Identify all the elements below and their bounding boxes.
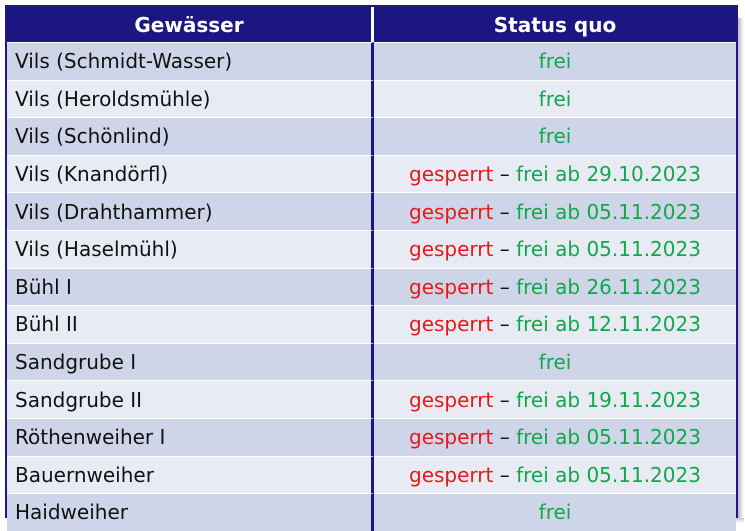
water-name-cell: Röthenweiher I: [7, 417, 374, 456]
water-name-cell: Sandgrube II: [7, 380, 374, 418]
table-row: Bühl II gesperrt – frei ab 12.11.2023: [7, 305, 736, 343]
status-cell: gesperrt – frei ab 12.11.2023: [374, 305, 736, 343]
status-closed-text: gesperrt: [409, 162, 494, 187]
status-open-text: frei ab 29.10.2023: [516, 162, 701, 187]
status-open-text: frei: [538, 49, 572, 74]
status-open-text: frei: [538, 86, 572, 111]
status-table: Gewässer Status quo Vils (Schmidt-Wasser…: [7, 7, 736, 531]
water-name-cell: Vils (Heroldsmühle): [7, 79, 374, 118]
water-name-cell: Vils (Schönlind): [7, 117, 374, 155]
status-separator: –: [493, 312, 517, 337]
water-name-cell: Bauernweiher: [7, 455, 374, 494]
status-cell: frei: [374, 342, 736, 381]
status-open-text: frei ab 26.11.2023: [516, 274, 701, 299]
table-row: Vils (Schönlind) frei: [7, 117, 736, 155]
status-closed-text: gesperrt: [409, 237, 494, 262]
status-separator: –: [493, 387, 517, 412]
water-name-cell: Vils (Haselmühl): [7, 229, 374, 268]
status-closed-text: gesperrt: [409, 312, 494, 337]
status-cell: gesperrt – frei ab 05.11.2023: [374, 455, 736, 494]
header-status: Status quo: [374, 7, 736, 42]
status-table-frame: Gewässer Status quo Vils (Schmidt-Wasser…: [5, 5, 738, 531]
table-row: Vils (Knandörfl) gesperrt – frei ab 29.10…: [7, 154, 736, 193]
table-row: Sandgrube II gesperrt – frei ab 19.11.202…: [7, 380, 736, 418]
water-name-cell: Bühl I: [7, 267, 374, 306]
table-row: Sandgrube I frei: [7, 342, 736, 381]
status-open-text: frei ab 05.11.2023: [516, 462, 701, 487]
status-separator: –: [493, 425, 517, 450]
status-open-text: frei ab 05.11.2023: [516, 199, 701, 224]
status-cell: gesperrt – frei ab 05.11.2023: [374, 229, 736, 268]
status-cell: gesperrt – frei ab 19.11.2023: [374, 380, 736, 418]
status-closed-text: gesperrt: [409, 387, 494, 412]
status-cell: gesperrt – frei ab 05.11.2023: [374, 417, 736, 456]
table-row: Vils (Haselmühl) gesperrt – frei ab 05.11…: [7, 229, 736, 268]
table-row: Vils (Drahthammer) gesperrt – frei ab 05.…: [7, 192, 736, 230]
status-cell: frei: [374, 42, 736, 80]
status-separator: –: [493, 162, 517, 187]
water-name-cell: Vils (Drahthammer): [7, 192, 374, 230]
water-name-cell: Sandgrube I: [7, 342, 374, 381]
status-cell: gesperrt – frei ab 05.11.2023: [374, 192, 736, 230]
status-open-text: frei ab 12.11.2023: [516, 312, 701, 337]
table-row: Vils (Schmidt-Wasser) frei: [7, 42, 736, 80]
table-row: Vils (Heroldsmühle) frei: [7, 79, 736, 118]
water-name-cell: Bühl II: [7, 305, 374, 343]
status-open-text: frei ab 05.11.2023: [516, 237, 701, 262]
status-closed-text: gesperrt: [409, 199, 494, 224]
water-name-cell: Vils (Schmidt-Wasser): [7, 42, 374, 80]
status-open-text: frei: [538, 350, 572, 375]
status-open-text: frei: [538, 124, 572, 149]
status-open-text: frei ab 19.11.2023: [516, 387, 701, 412]
status-separator: –: [493, 199, 517, 224]
status-cell: frei: [374, 79, 736, 118]
status-open-text: frei: [538, 500, 572, 525]
water-name-cell: Vils (Knandörfl): [7, 154, 374, 193]
status-cell: gesperrt – frei ab 26.11.2023: [374, 267, 736, 306]
status-separator: –: [493, 237, 517, 262]
status-open-text: frei ab 05.11.2023: [516, 425, 701, 450]
status-closed-text: gesperrt: [409, 274, 494, 299]
water-name-cell: Haidweiher: [7, 493, 374, 531]
table-row: Haidweiher frei: [7, 493, 736, 531]
status-cell: frei: [374, 493, 736, 531]
status-closed-text: gesperrt: [409, 462, 494, 487]
table-shadow-right: [738, 18, 744, 518]
status-cell: gesperrt – frei ab 29.10.2023: [374, 154, 736, 193]
status-cell: frei: [374, 117, 736, 155]
table-row: Bauernweiher gesperrt – frei ab 05.11.202…: [7, 455, 736, 494]
table-header-row: Gewässer Status quo: [7, 7, 736, 42]
status-closed-text: gesperrt: [409, 425, 494, 450]
header-water: Gewässer: [7, 7, 374, 42]
status-separator: –: [493, 274, 517, 299]
status-separator: –: [493, 462, 517, 487]
